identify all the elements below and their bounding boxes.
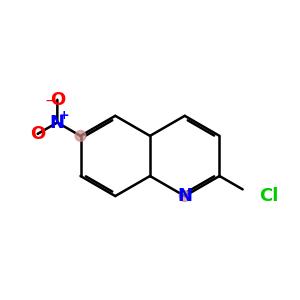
Text: Cl: Cl <box>259 187 278 205</box>
Circle shape <box>179 191 190 201</box>
Text: O: O <box>30 125 45 143</box>
Text: +: + <box>58 110 69 122</box>
Text: N: N <box>177 187 192 205</box>
Text: O: O <box>50 91 65 109</box>
Text: N: N <box>50 113 65 131</box>
Text: −: − <box>44 94 56 108</box>
Circle shape <box>75 130 86 141</box>
